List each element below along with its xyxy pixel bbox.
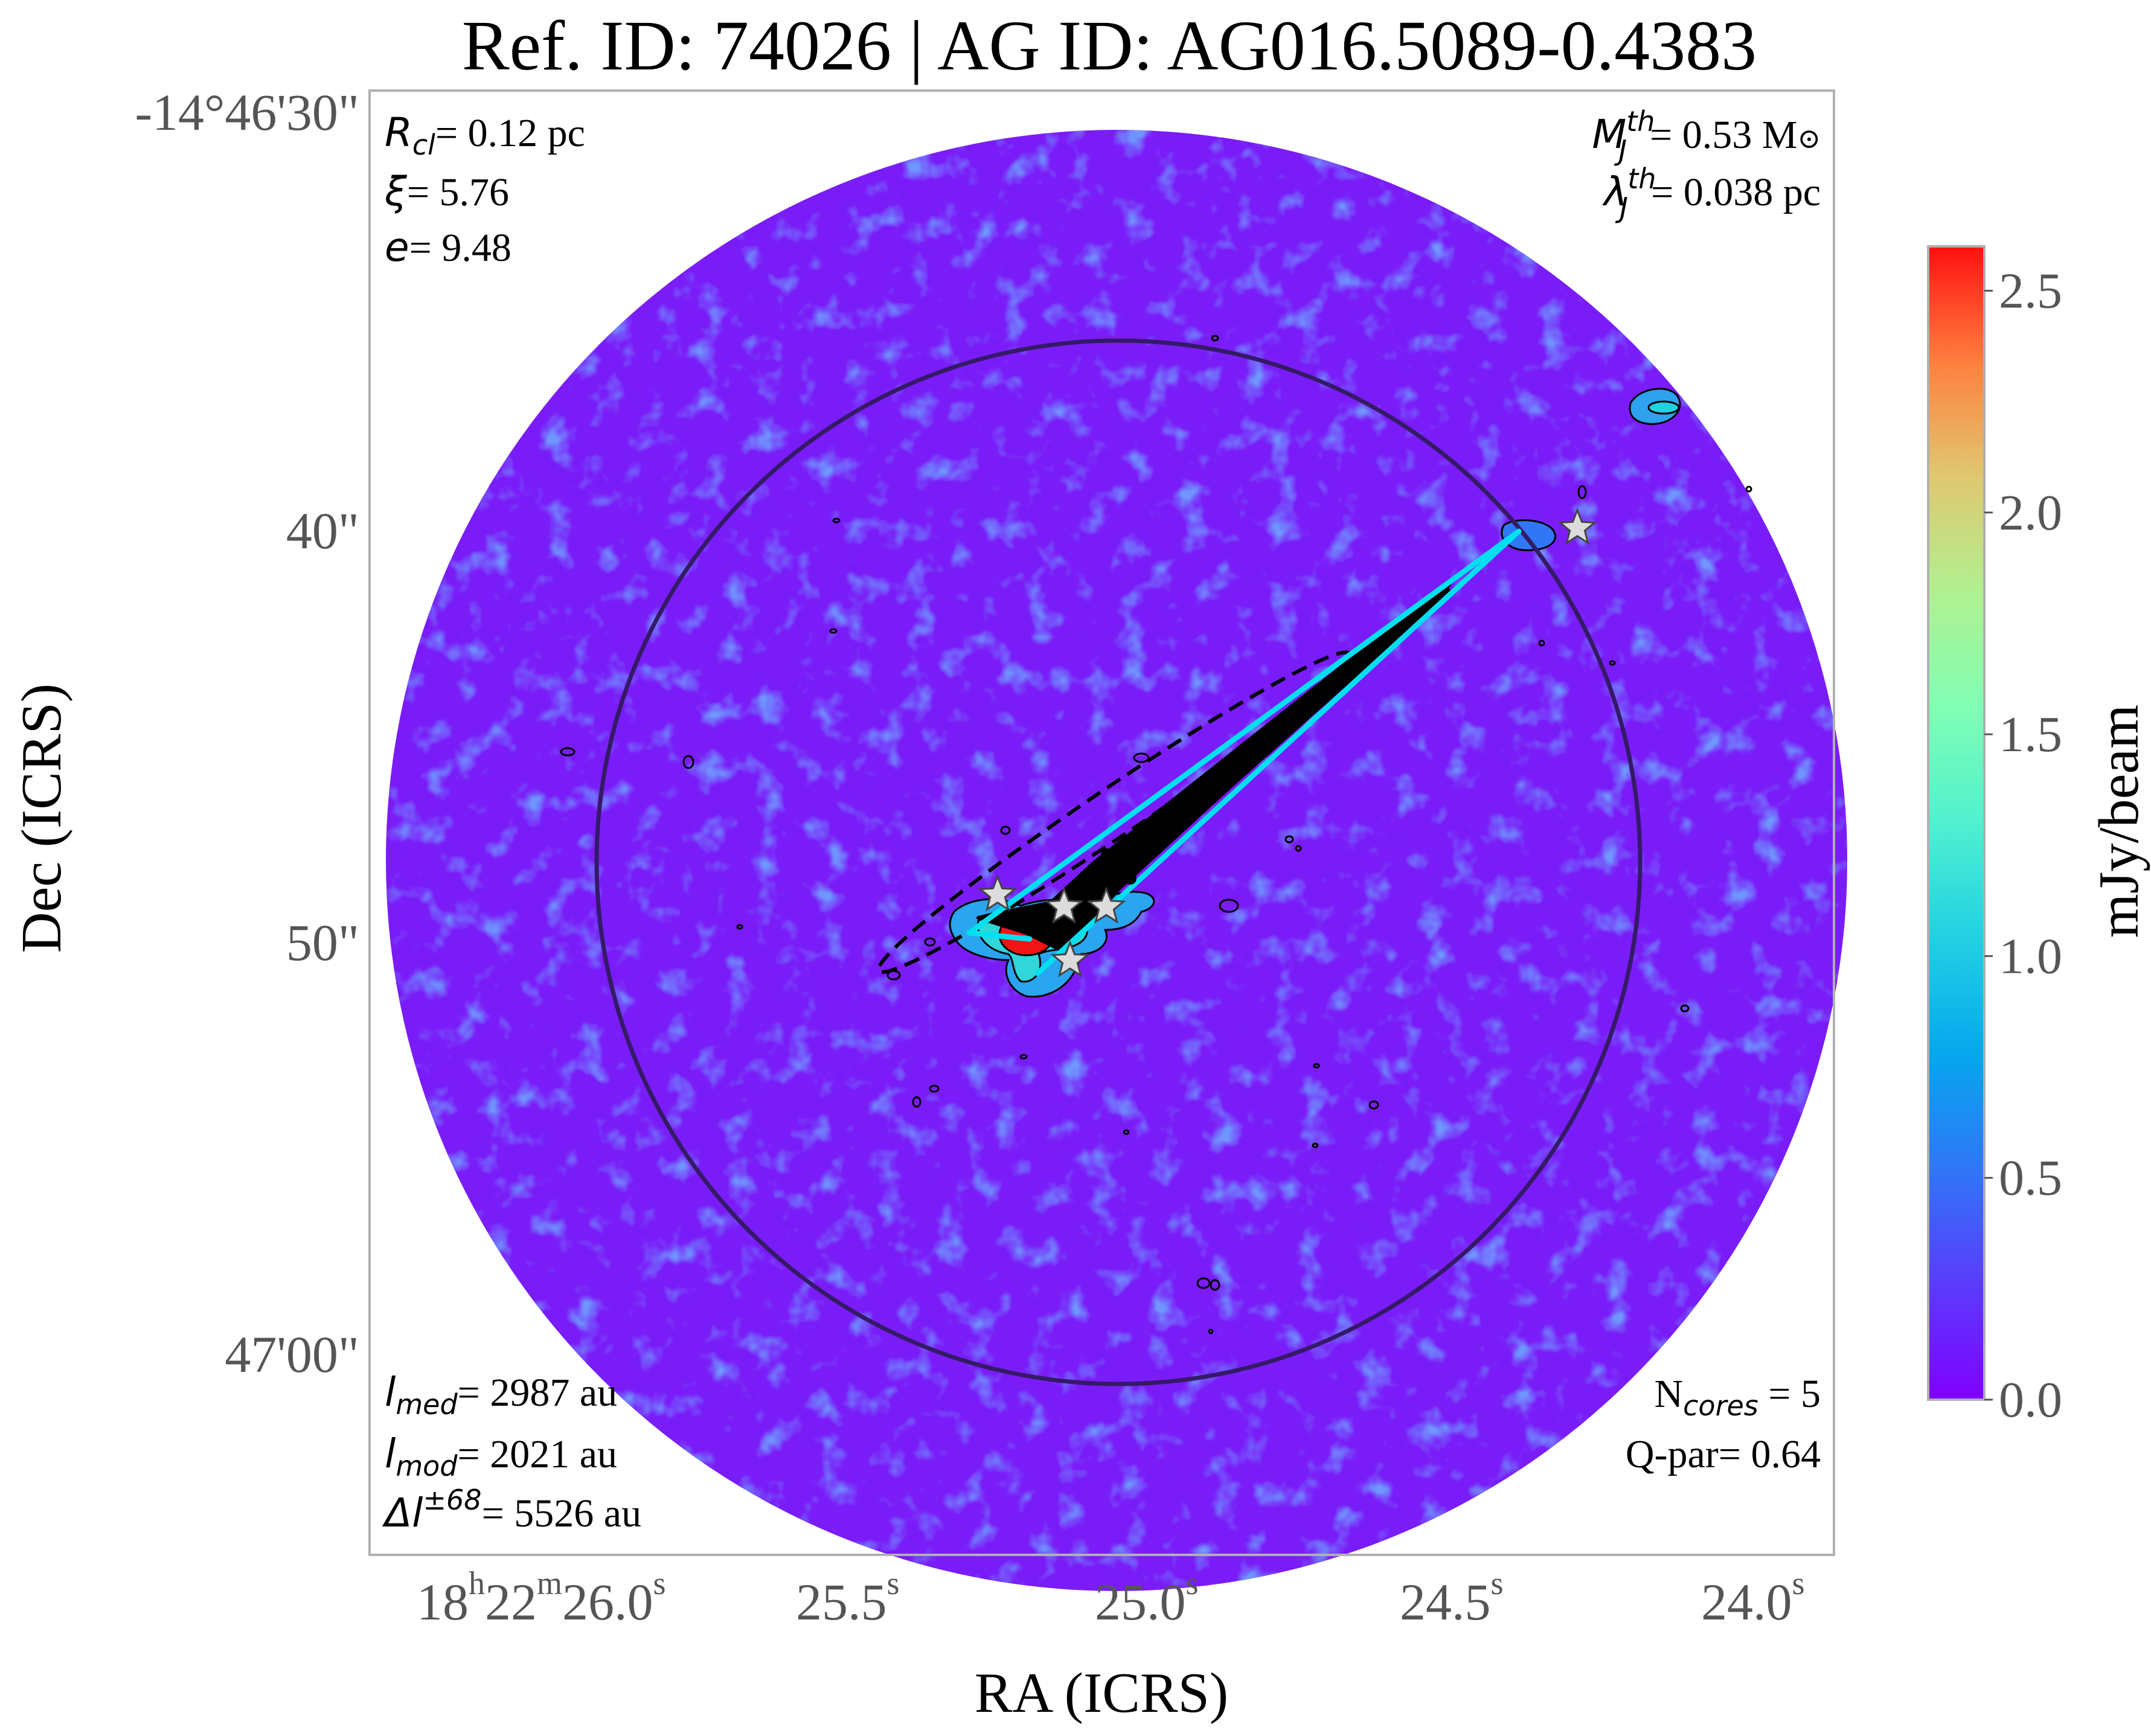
annot-xi: ξ= 5.76 (384, 168, 509, 215)
core-star-marker (1557, 507, 1597, 545)
annot-lmed: lmed= 2987 au (385, 1369, 617, 1421)
noise-contour (1208, 1328, 1214, 1334)
annotation-bottom-left: lmed= 2987 au lmod= 2021 au Δl±68= 5526 … (382, 1369, 641, 1536)
colorbar: 0.0 0.5 1.0 1.5 2.0 2.5 mJy/beam (1927, 245, 2150, 1428)
colorbar-tick-label: 2.0 (1999, 485, 2062, 541)
y-tick-label: 47'00" (225, 1325, 359, 1383)
secondary-source-inner-contour (1647, 400, 1680, 415)
annot-mj: Mth J = 0.53 M⊙ (1592, 105, 1821, 167)
noise-contour (1745, 485, 1752, 493)
core-star-marker (978, 874, 1018, 912)
noise-contour (924, 937, 936, 947)
noise-contour (1577, 485, 1587, 499)
y-tick-label: 40" (286, 502, 359, 560)
colorbar-gradient (1927, 245, 1986, 1401)
noise-contour (1123, 1129, 1130, 1135)
x-tick-label: 18h22m26.0s (417, 1565, 666, 1631)
colorbar-label: mJy/beam (2088, 705, 2150, 938)
x-tick-label: 25.5s (796, 1565, 900, 1631)
filament-secondary-edge (1120, 585, 1452, 882)
annotation-top-right: Mth J = 0.53 M⊙ λth J = 0.038 pc (1592, 105, 1821, 224)
colorbar-tick-label: 1.0 (1999, 928, 2062, 984)
noise-contour (1133, 752, 1150, 763)
noise-contour (1219, 898, 1239, 913)
noise-contour (929, 1084, 940, 1093)
annot-lmod: lmod= 2021 au (385, 1430, 617, 1482)
x-axis: 18h22m26.0s 25.5s 25.0s 24.5s 24.0s (417, 1565, 1805, 1631)
colorbar-tick-label: 0.0 (1999, 1372, 2062, 1428)
mst-edge-2 (1034, 528, 1522, 976)
cluster-circle (594, 338, 1643, 1386)
noise-contour (1295, 845, 1302, 852)
x-axis-label: RA (ICRS) (975, 1662, 1228, 1725)
annot-ncores: Ncores = 5 (1654, 1372, 1821, 1422)
noise-contour (829, 628, 838, 634)
core-star-marker (1044, 886, 1084, 924)
annot-e: e= 9.48 (385, 224, 511, 271)
noise-contour (1211, 335, 1219, 342)
annot-deltal: Δl±68= 5526 au (382, 1484, 641, 1536)
colorbar-tick-label: 2.5 (1999, 263, 2062, 319)
noise-contour (1609, 660, 1616, 666)
annot-lambdaj: λth J = 0.038 pc (1602, 162, 1821, 224)
annot-qpar: Q-par= 0.64 (1626, 1432, 1821, 1476)
y-tick-label: -14°46'30" (135, 83, 359, 141)
y-axis: -14°46'30" 40" 50" 47'00" (135, 83, 359, 1383)
noise-contour (1284, 835, 1294, 844)
noise-contour (560, 747, 575, 757)
noise-contour (736, 924, 743, 930)
noise-contour (1313, 1063, 1320, 1069)
colorbar-tick-label: 0.5 (1999, 1150, 2062, 1206)
noise-contour (1680, 1004, 1690, 1013)
noise-contour (682, 755, 694, 769)
mst-edge-1 (966, 528, 1522, 936)
annotation-bottom-right: Ncores = 5 Q-par= 0.64 (1626, 1372, 1821, 1476)
noise-contour (1000, 825, 1011, 835)
core-star-marker (1050, 940, 1090, 978)
noise-contour (912, 1096, 922, 1108)
x-tick-label: 25.0s (1095, 1565, 1199, 1631)
noise-contours (560, 335, 1752, 1334)
y-tick-label: 50" (286, 914, 359, 972)
axes-frame (368, 89, 1835, 1556)
core-markers (978, 507, 1597, 978)
mst-edges (966, 528, 1522, 976)
noise-contour (1019, 1054, 1028, 1060)
annotation-top-left: Rcl= 0.12 pc ξ= 5.76 e= 9.48 (384, 109, 585, 271)
noise-contour (1312, 1142, 1319, 1148)
noise-contour (832, 517, 841, 524)
core-star-marker (1086, 886, 1126, 924)
noise-contour (1368, 1100, 1379, 1110)
y-axis-label: Dec (ICRS) (10, 684, 73, 953)
noise-contour (1196, 1277, 1211, 1289)
noise-contour (1538, 639, 1545, 647)
cluster-center-marker (1101, 848, 1136, 885)
x-tick-label: 24.5s (1400, 1565, 1504, 1631)
colorbar-ticks: 0.0 0.5 1.0 1.5 2.0 2.5 (1984, 263, 2062, 1428)
mst-edge-3 (966, 930, 1033, 942)
x-tick-label: 24.0s (1701, 1565, 1805, 1631)
noise-contour (1210, 1279, 1220, 1291)
colorbar-tick-label: 1.5 (1999, 706, 2062, 763)
annot-rcl: Rcl= 0.12 pc (385, 109, 585, 161)
chart-title: Ref. ID: 74026 | AG ID: AG016.5089-0.438… (462, 6, 1757, 85)
secondary-source (1629, 388, 1681, 425)
